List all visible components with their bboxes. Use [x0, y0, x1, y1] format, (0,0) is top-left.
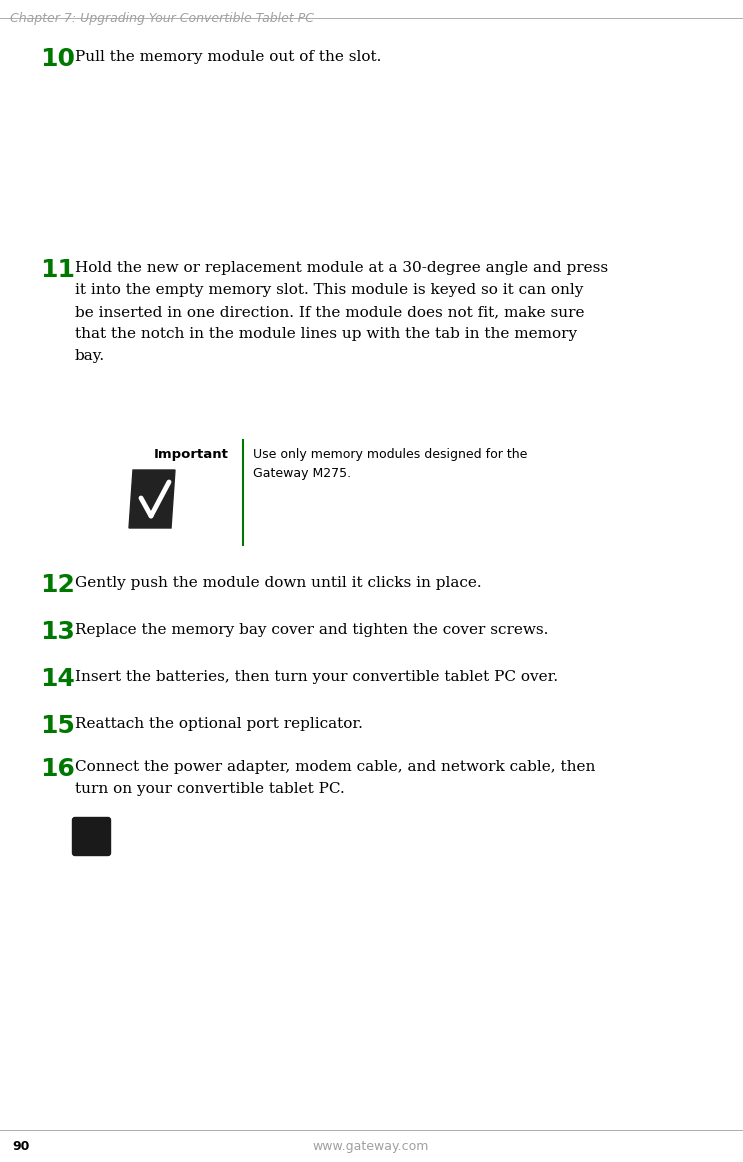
Text: turn on your convertible tablet PC.: turn on your convertible tablet PC. [75, 782, 345, 796]
Text: 12: 12 [40, 573, 75, 597]
Text: Insert the batteries, then turn your convertible tablet PC over.: Insert the batteries, then turn your con… [75, 670, 558, 684]
Text: Important: Important [154, 449, 229, 461]
FancyBboxPatch shape [73, 818, 111, 855]
Text: be inserted in one direction. If the module does not fit, make sure: be inserted in one direction. If the mod… [75, 304, 585, 320]
Text: www.gateway.com: www.gateway.com [313, 1140, 429, 1153]
Text: Gently push the module down until it clicks in place.: Gently push the module down until it cli… [75, 576, 481, 590]
Polygon shape [129, 469, 175, 528]
Text: 14: 14 [40, 667, 75, 691]
Text: Reattach the optional port replicator.: Reattach the optional port replicator. [75, 717, 363, 731]
Text: Replace the memory bay cover and tighten the cover screws.: Replace the memory bay cover and tighten… [75, 623, 548, 637]
Text: 15: 15 [40, 713, 75, 738]
Text: that the notch in the module lines up with the tab in the memory: that the notch in the module lines up wi… [75, 327, 577, 340]
Text: Connect the power adapter, modem cable, and network cable, then: Connect the power adapter, modem cable, … [75, 760, 595, 774]
Text: Chapter 7: Upgrading Your Convertible Tablet PC: Chapter 7: Upgrading Your Convertible Ta… [10, 12, 314, 26]
Text: 13: 13 [40, 621, 75, 644]
Text: 11: 11 [40, 258, 75, 282]
Text: 90: 90 [12, 1140, 30, 1153]
Text: 10: 10 [40, 46, 75, 71]
Text: 16: 16 [40, 756, 75, 781]
Text: bay.: bay. [75, 349, 105, 363]
Text: Use only memory modules designed for the
Gateway M275.: Use only memory modules designed for the… [253, 449, 528, 480]
Text: it into the empty memory slot. This module is keyed so it can only: it into the empty memory slot. This modu… [75, 284, 583, 297]
Text: Hold the new or replacement module at a 30-degree angle and press: Hold the new or replacement module at a … [75, 261, 608, 275]
Text: Pull the memory module out of the slot.: Pull the memory module out of the slot. [75, 50, 381, 64]
